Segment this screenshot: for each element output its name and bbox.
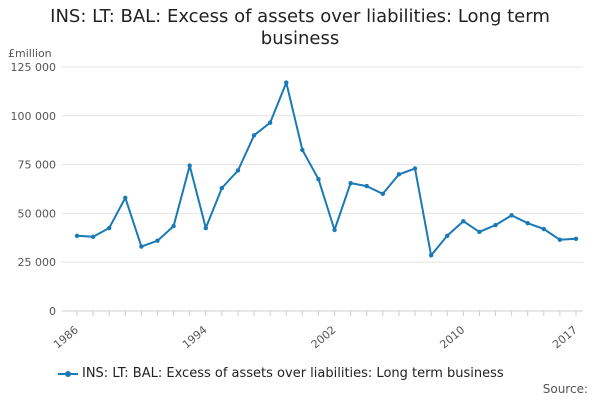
x-tick-label: 1986 (51, 323, 81, 351)
y-tick-label: 100 000 (11, 110, 57, 123)
data-point (525, 220, 530, 226)
data-point (251, 133, 257, 138)
data-point (171, 223, 176, 229)
data-point (332, 227, 337, 233)
data-point (316, 177, 321, 182)
chart-title: INS: LT: BAL: Excess of assets over liab… (50, 6, 550, 49)
data-point (155, 238, 160, 243)
data-point (493, 222, 498, 228)
x-tick-label: 2002 (309, 323, 339, 351)
x-tick-label: 2010 (437, 323, 467, 351)
data-point (380, 191, 386, 197)
y-tick-label: 125 000 (11, 61, 57, 74)
data-point (284, 80, 289, 85)
data-point (541, 226, 547, 232)
data-point (509, 213, 514, 218)
y-tick-label: 75 000 (18, 159, 57, 172)
legend-marker-icon (58, 369, 78, 379)
data-point (348, 180, 353, 186)
points-layer (74, 80, 579, 258)
data-point (187, 163, 192, 168)
axis-layer: £million 0 25 000 50 000 75 000 100 000 125 00… (8, 47, 580, 351)
data-point (428, 253, 434, 258)
data-point (445, 233, 450, 239)
data-point (267, 120, 273, 125)
y-tick-label: 25 000 (18, 256, 57, 269)
x-tick-label: 2017 (550, 323, 580, 351)
data-point (557, 237, 563, 242)
data-point (203, 225, 208, 231)
data-point (477, 229, 482, 235)
series-layer (76, 81, 577, 257)
legend-label: INS: LT: BAL: Excess of assets over liab… (82, 366, 504, 381)
y-tick-label: 50 000 (18, 207, 57, 220)
data-point (364, 183, 369, 189)
data-point (573, 236, 579, 241)
data-point (106, 225, 112, 231)
data-point (396, 172, 402, 177)
data-point (235, 168, 241, 173)
y-axis-unit-label: £million (8, 47, 52, 60)
data-point (412, 166, 418, 171)
data-point (74, 233, 80, 239)
grid-layer (62, 66, 583, 312)
data-point (461, 219, 466, 224)
data-point (123, 195, 128, 200)
source-label: Source: (542, 382, 588, 396)
data-point (219, 185, 225, 191)
data-point (300, 147, 305, 153)
data-point (139, 244, 144, 249)
legend[interactable]: INS: LT: BAL: Excess of assets over liab… (58, 366, 504, 381)
series-line (76, 81, 577, 257)
y-tick-label: 0 (49, 305, 56, 318)
data-point (90, 234, 96, 240)
x-tick-label: 1994 (180, 323, 210, 351)
